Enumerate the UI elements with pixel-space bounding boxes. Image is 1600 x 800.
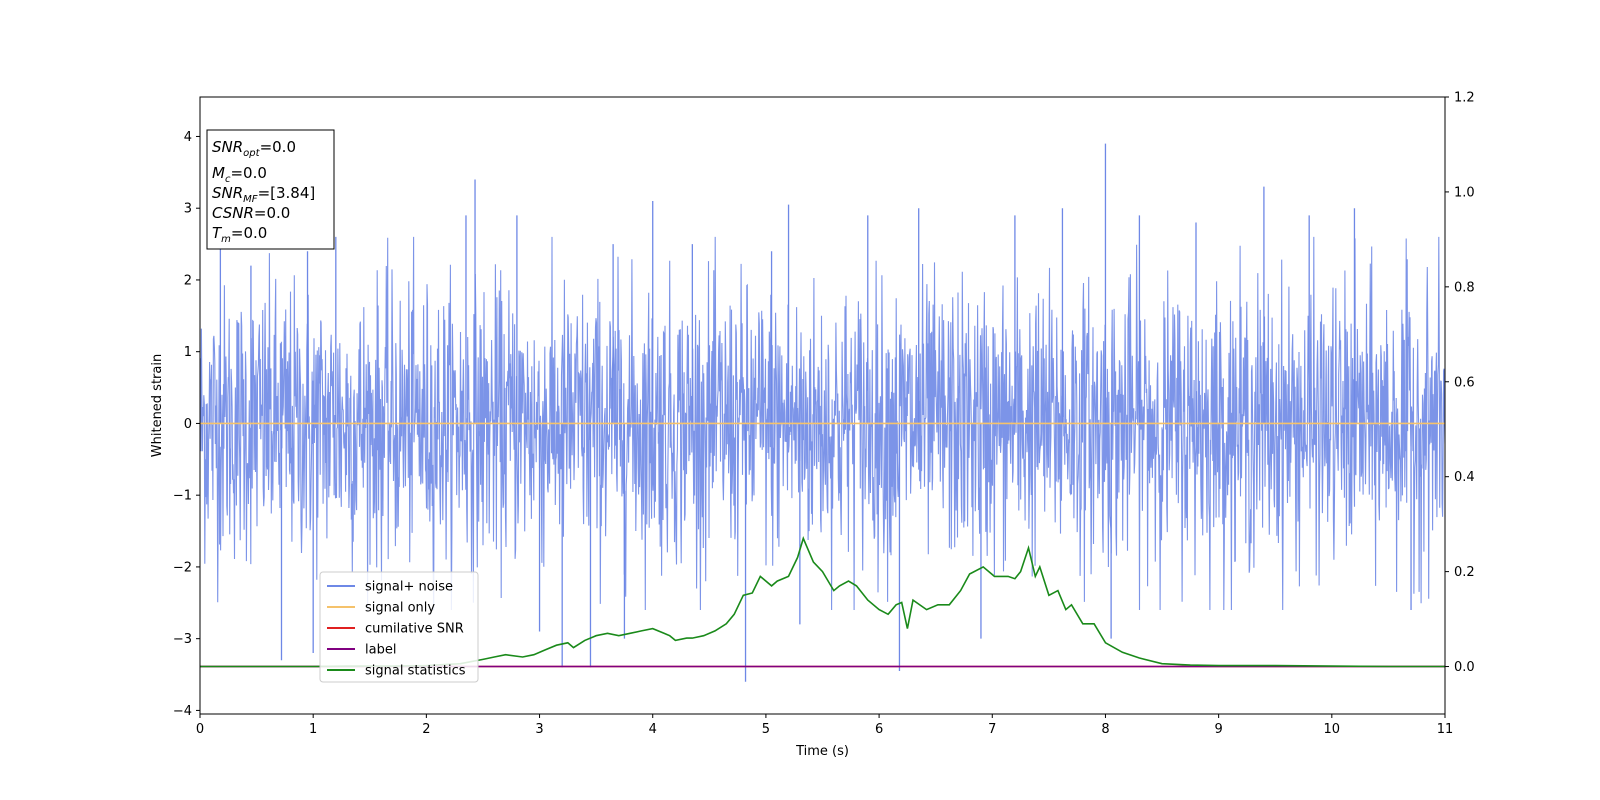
y-tick-label: 4 <box>184 130 192 145</box>
y-tick-label: 2 <box>184 273 192 288</box>
series-signal-noise <box>200 236 1445 611</box>
y2-axis-ticks: 0.0 0.2 0.4 0.6 0.8 1.0 1.2 <box>1445 91 1475 675</box>
info-tm-value: =0.0 <box>231 224 267 242</box>
info-box: SNRopt=0.0 Mc=0.0 SNRMF=[3.84] CSNR=0.0 … <box>206 129 335 250</box>
y-tick-label: 0 <box>184 417 192 432</box>
x-axis-ticks: 0 1 2 3 4 5 6 7 8 9 10 11 <box>196 714 1453 737</box>
info-snr-opt: SNRopt=0.0 <box>212 138 296 159</box>
x-tick-label: 3 <box>535 722 543 737</box>
y2-tick-label: 1.0 <box>1454 185 1475 200</box>
x-tick-label: 9 <box>1214 722 1222 737</box>
legend-signal-noise-label: signal+ noise <box>365 580 453 595</box>
info-snr-mf: SNRMF=[3.84] <box>212 184 315 205</box>
legend-signal-statistics-label: signal statistics <box>365 664 466 679</box>
legend-frame <box>319 571 479 683</box>
x-tick-label: 10 <box>1324 722 1341 737</box>
y-tick-label: −2 <box>173 560 192 575</box>
info-snr-mf-value: =[3.84] <box>258 184 316 202</box>
x-tick-label: 11 <box>1437 722 1454 737</box>
legend-signal-only-label: signal only <box>365 601 435 616</box>
x-tick-label: 2 <box>422 722 430 737</box>
axes-frame <box>199 96 1446 715</box>
x-tick-label: 4 <box>649 722 657 737</box>
x-tick-label: 6 <box>875 722 883 737</box>
info-mc-value: =0.0 <box>230 164 266 182</box>
y2-tick-label: 1.2 <box>1454 91 1475 106</box>
info-csnr: CSNR=0.0 <box>212 204 290 222</box>
info-snr-opt-value: =0.0 <box>260 138 296 156</box>
x-tick-label: 5 <box>762 722 770 737</box>
y-tick-label: −1 <box>173 489 192 504</box>
y-tick-label: 1 <box>184 345 192 360</box>
legend-cumulative-snr-label: cumilative SNR <box>365 622 464 637</box>
y-tick-label: −4 <box>173 704 192 719</box>
info-mc: Mc=0.0 <box>212 164 267 185</box>
y2-tick-label: 0.4 <box>1454 470 1475 485</box>
y2-tick-label: 0.2 <box>1454 565 1475 580</box>
series-signal-statistics <box>200 536 1445 668</box>
y2-tick-label: 0.8 <box>1454 280 1475 295</box>
y-axis-label: Whitened strain <box>150 354 165 457</box>
y-tick-label: 3 <box>184 202 192 217</box>
y-tick-label: −3 <box>173 632 192 647</box>
x-axis-label: Time (s) <box>795 744 849 759</box>
legend: signal+ noise signal only cumilative SNR la… <box>319 571 479 683</box>
x-tick-label: 8 <box>1101 722 1109 737</box>
y2-tick-label: 0.6 <box>1454 375 1475 390</box>
info-box-frame <box>206 129 335 250</box>
plot-area <box>200 143 1445 682</box>
info-csnr-value: =0.0 <box>254 204 290 222</box>
y2-tick-label: 0.0 <box>1454 660 1475 675</box>
y-axis-ticks: −4 −3 −2 −1 0 1 2 3 4 <box>173 130 200 719</box>
x-tick-label: 7 <box>988 722 996 737</box>
info-tm: Tm=0.0 <box>212 224 267 245</box>
x-tick-label: 1 <box>309 722 317 737</box>
legend-label-label: label <box>365 643 396 658</box>
x-tick-label: 0 <box>196 722 204 737</box>
